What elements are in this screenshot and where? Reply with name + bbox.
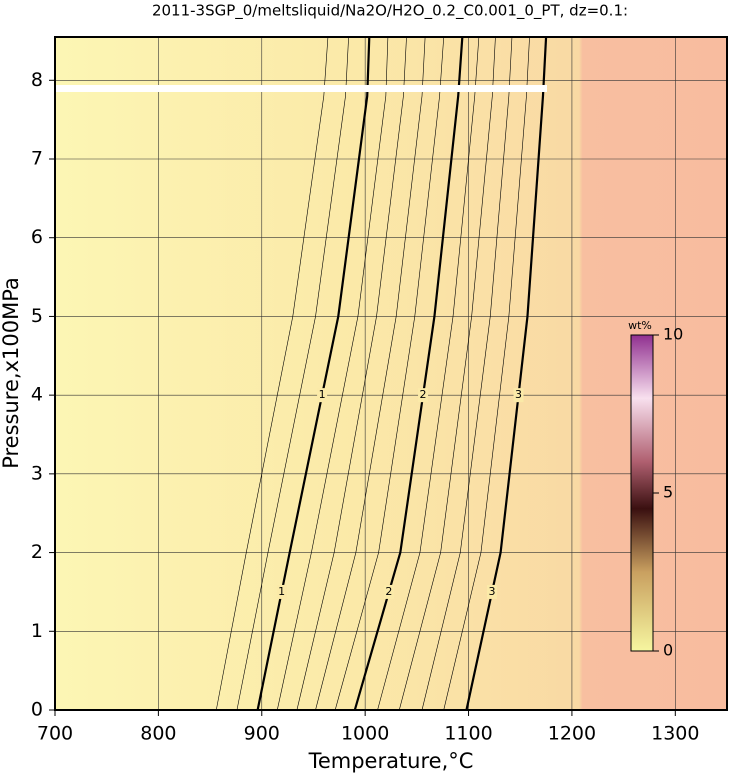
colorbar-label: wt% [628, 319, 652, 332]
y-tick-label: 6 [31, 226, 43, 248]
contour-label-bg [276, 584, 287, 599]
x-tick-label: 800 [140, 723, 176, 745]
blank-band [55, 85, 547, 92]
contour-line [465, 36, 548, 711]
contour-label-bg [418, 388, 429, 403]
contour-line [421, 36, 513, 711]
y-tick-label: 5 [31, 305, 43, 327]
contour-line [315, 36, 426, 711]
y-tick-label: 7 [31, 148, 43, 170]
y-tick-label: 0 [31, 699, 43, 721]
contour-label: 2 [385, 585, 392, 598]
contour-line [353, 36, 464, 711]
x-tick-label: 1200 [548, 723, 596, 745]
contour-line [256, 36, 371, 711]
contour-line [276, 36, 389, 711]
contour-label: 2 [420, 388, 427, 401]
contour-line [215, 36, 329, 711]
contour-label: 1 [319, 388, 326, 401]
x-tick-label: 1100 [444, 723, 492, 745]
y-tick-label: 2 [31, 541, 43, 563]
contour-line [236, 36, 349, 711]
contour-label-bg [487, 584, 498, 599]
x-tick-label: 700 [37, 723, 73, 745]
contour-label: 1 [278, 585, 285, 598]
x-tick-label: 900 [244, 723, 280, 745]
contour-line [398, 36, 496, 711]
colorbar-tick-label: 0 [663, 641, 673, 660]
x-axis-label: Temperature,°C [308, 749, 474, 773]
contour-label: 3 [515, 388, 522, 401]
colorbar-tick-label: 10 [663, 325, 683, 344]
contour-label: 3 [489, 585, 496, 598]
contour-label-bg [383, 584, 394, 599]
y-tick-label: 1 [31, 620, 43, 642]
x-tick-label: 1000 [341, 723, 389, 745]
x-tick-label: 1300 [651, 723, 699, 745]
y-tick-label: 3 [31, 462, 43, 484]
contour-label-bg [317, 388, 328, 403]
colorbar [630, 334, 654, 652]
contour-line [443, 36, 530, 711]
y-axis-label: Pressure,x100MPa [0, 277, 23, 469]
contour-label-bg [513, 388, 524, 403]
plot-frame [54, 36, 728, 711]
chart-title: 2011-3SGP_0/meltsliquid/Na2O/H2O_0.2_C0.… [152, 2, 628, 21]
contour-line [334, 36, 445, 711]
colorbar-tick-label: 5 [663, 483, 673, 502]
y-tick-label: 4 [31, 384, 43, 406]
plot-background [55, 37, 727, 710]
contour-line [296, 36, 407, 711]
contour-line [377, 36, 480, 711]
y-tick-label: 8 [31, 69, 43, 91]
